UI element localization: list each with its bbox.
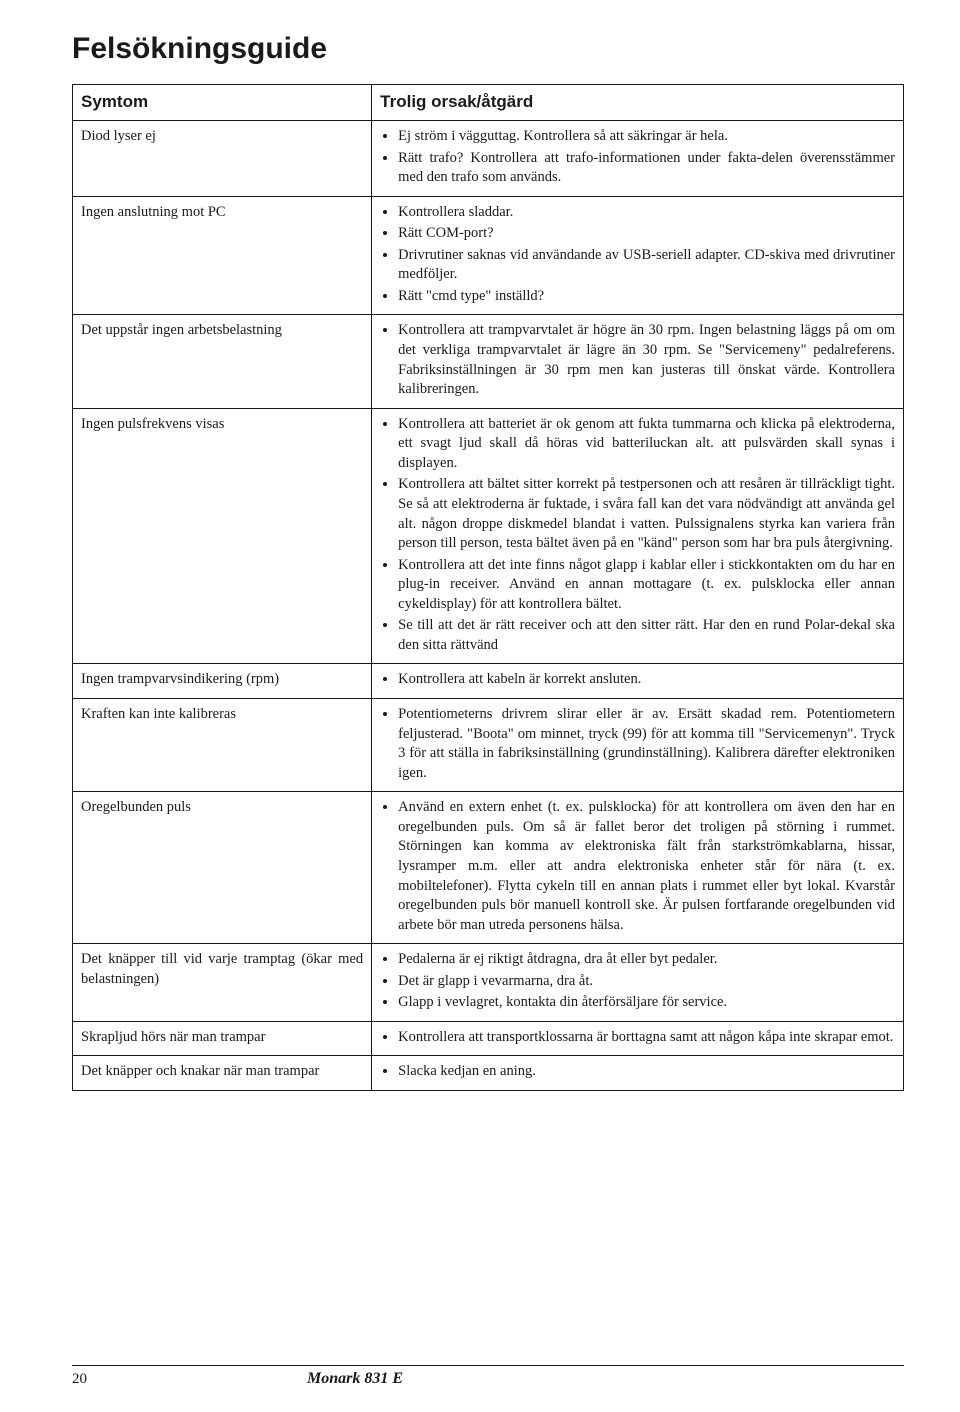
action-item: Ej ström i vägguttag. Kontrollera så att…	[398, 127, 895, 147]
symptom-cell: Ingen anslutning mot PC	[73, 196, 372, 315]
action-item: Slacka kedjan en aning.	[398, 1062, 895, 1082]
symptom-cell: Ingen trampvarvsindikering (rpm)	[73, 664, 372, 699]
symptom-cell: Diod lyser ej	[73, 120, 372, 196]
action-cell: Kontrollera att kabeln är korrekt anslut…	[372, 664, 904, 699]
product-name: Monark 831 E	[307, 1370, 403, 1388]
symptom-cell: Det knäpper och knakar när man trampar	[73, 1056, 372, 1091]
symptom-cell: Det knäpper till vid varje tramptag (öka…	[73, 944, 372, 1022]
action-list: Kontrollera att trampvarvtalet är högre …	[380, 321, 895, 399]
action-cell: Kontrollera att batteriet är ok genom at…	[372, 408, 904, 664]
action-list: Använd en extern enhet (t. ex. pulsklock…	[380, 798, 895, 935]
action-item: Rätt trafo? Kontrollera att trafo-inform…	[398, 149, 895, 188]
action-item: Potentiometerns drivrem slirar eller är …	[398, 705, 895, 783]
table-row: Ingen pulsfrekvens visas Kontrollera att …	[73, 408, 904, 664]
table-row: Skrapljud hörs när man trampar Kontroller…	[73, 1021, 904, 1056]
col-header-symptom: Symtom	[73, 85, 372, 121]
table-row: Ingen trampvarvsindikering (rpm) Kontroll…	[73, 664, 904, 699]
page-footer: 20 Monark 831 E	[72, 1365, 904, 1388]
table-row: Det uppstår ingen arbetsbelastning Kontro…	[73, 315, 904, 408]
action-cell: Använd en extern enhet (t. ex. pulsklock…	[372, 792, 904, 944]
action-item: Rätt COM-port?	[398, 224, 895, 244]
action-item: Använd en extern enhet (t. ex. pulsklock…	[398, 798, 895, 935]
page-number: 20	[72, 1371, 87, 1388]
table-row: Det knäpper och knakar när man trampar Sl…	[73, 1056, 904, 1091]
table-row: Oregelbunden pulsAnvänd en extern enhet …	[73, 792, 904, 944]
action-cell: Kontrollera att transportklossarna är bo…	[372, 1021, 904, 1056]
action-list: Slacka kedjan en aning.	[380, 1062, 895, 1082]
action-item: Kontrollera sladdar.	[398, 203, 895, 223]
action-cell: Slacka kedjan en aning.	[372, 1056, 904, 1091]
action-item: Glapp i vevlagret, kontakta din återförs…	[398, 993, 895, 1013]
col-header-action: Trolig orsak/åtgärd	[372, 85, 904, 121]
action-item: Se till att det är rätt receiver och att…	[398, 616, 895, 655]
action-cell: Pedalerna är ej riktigt åtdragna, dra åt…	[372, 944, 904, 1022]
action-cell: Potentiometerns drivrem slirar eller är …	[372, 699, 904, 792]
symptom-cell: Det uppstår ingen arbetsbelastning	[73, 315, 372, 408]
action-item: Kontrollera att transportklossarna är bo…	[398, 1028, 895, 1048]
action-cell: Kontrollera att trampvarvtalet är högre …	[372, 315, 904, 408]
table-header-row: Symtom Trolig orsak/åtgärd	[73, 85, 904, 121]
table-row: Diod lyser ej Ej ström i vägguttag. Kontr…	[73, 120, 904, 196]
symptom-cell: Oregelbunden puls	[73, 792, 372, 944]
action-item: Kontrollera att batteriet är ok genom at…	[398, 415, 895, 474]
action-list: Potentiometerns drivrem slirar eller är …	[380, 705, 895, 783]
action-cell: Ej ström i vägguttag. Kontrollera så att…	[372, 120, 904, 196]
document-page: Felsökningsguide Symtom Trolig orsak/åtg…	[0, 0, 960, 1412]
table-body: Diod lyser ej Ej ström i vägguttag. Kontr…	[73, 120, 904, 1090]
action-list: Kontrollera att kabeln är korrekt anslut…	[380, 670, 895, 690]
troubleshooting-table: Symtom Trolig orsak/åtgärd Diod lyser ej…	[72, 84, 904, 1091]
action-item: Kontrollera att det inte finns något gla…	[398, 556, 895, 615]
action-item: Pedalerna är ej riktigt åtdragna, dra åt…	[398, 950, 895, 970]
action-item: Kontrollera att trampvarvtalet är högre …	[398, 321, 895, 399]
table-row: Det knäpper till vid varje tramptag (öka…	[73, 944, 904, 1022]
table-row: Ingen anslutning mot PCKontrollera sladd…	[73, 196, 904, 315]
table-row: Kraften kan inte kalibreras Potentiometer…	[73, 699, 904, 792]
action-cell: Kontrollera sladdar.Rätt COM-port?Drivru…	[372, 196, 904, 315]
action-item: Det är glapp i vevarmarna, dra åt.	[398, 972, 895, 992]
symptom-cell: Kraften kan inte kalibreras	[73, 699, 372, 792]
action-list: Kontrollera att batteriet är ok genom at…	[380, 415, 895, 656]
action-list: Ej ström i vägguttag. Kontrollera så att…	[380, 127, 895, 188]
action-item: Kontrollera att kabeln är korrekt anslut…	[398, 670, 895, 690]
action-item: Rätt "cmd type" inställd?	[398, 287, 895, 307]
symptom-cell: Ingen pulsfrekvens visas	[73, 408, 372, 664]
symptom-cell: Skrapljud hörs när man trampar	[73, 1021, 372, 1056]
page-title: Felsökningsguide	[72, 32, 904, 66]
action-list: Kontrollera att transportklossarna är bo…	[380, 1028, 895, 1048]
action-item: Kontrollera att bältet sitter korrekt på…	[398, 475, 895, 553]
action-list: Kontrollera sladdar.Rätt COM-port?Drivru…	[380, 203, 895, 307]
action-item: Drivrutiner saknas vid användande av USB…	[398, 246, 895, 285]
action-list: Pedalerna är ej riktigt åtdragna, dra åt…	[380, 950, 895, 1013]
